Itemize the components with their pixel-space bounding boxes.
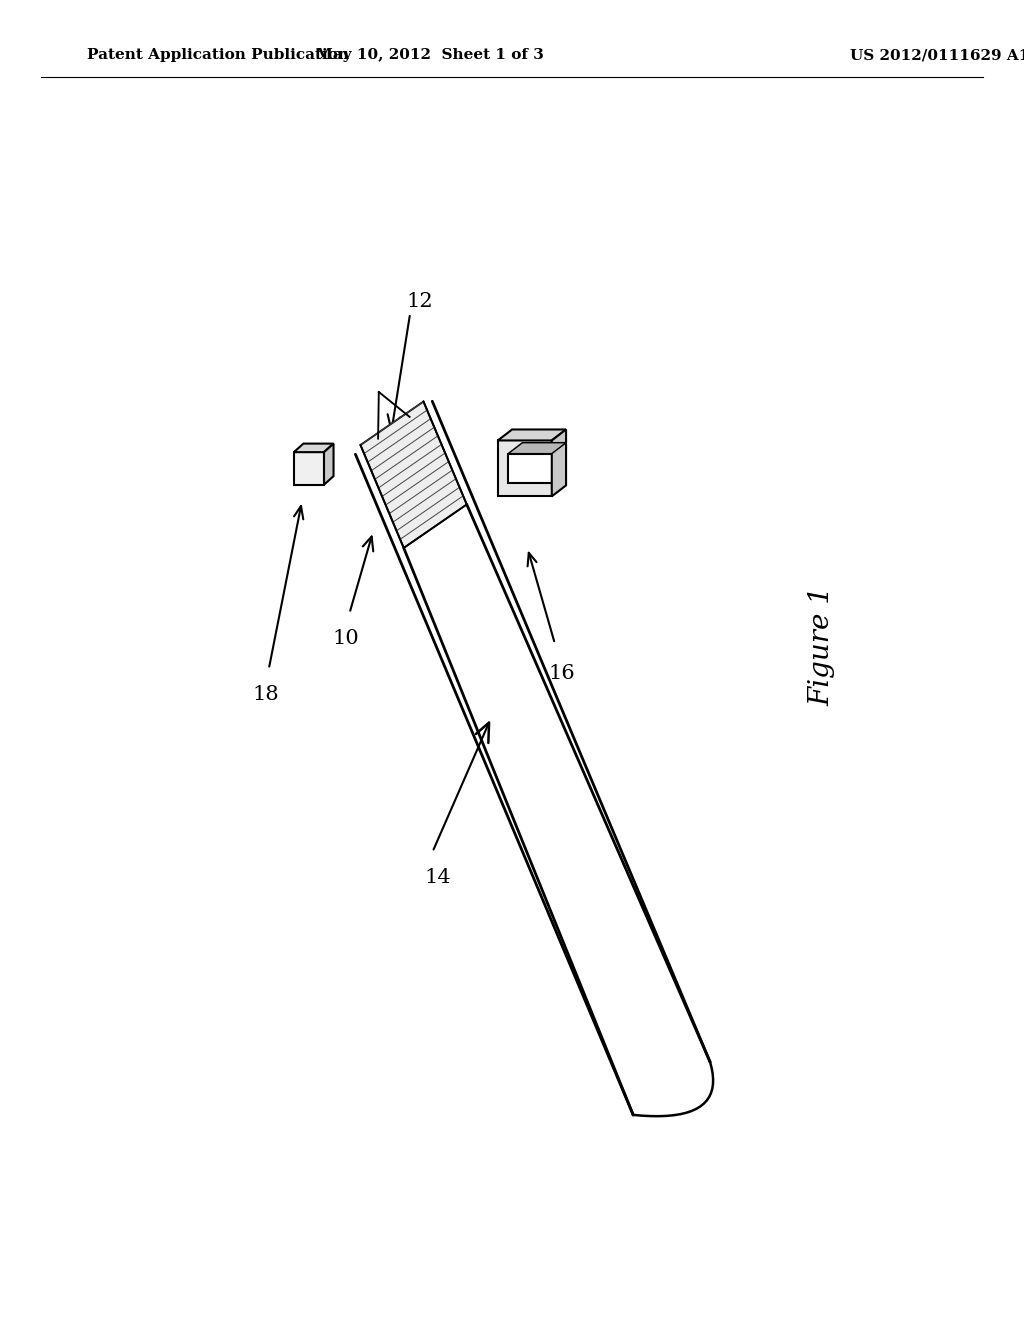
Polygon shape [355, 401, 710, 1115]
Polygon shape [360, 401, 467, 548]
Text: 14: 14 [424, 867, 451, 887]
Text: 12: 12 [406, 292, 432, 312]
Text: 16: 16 [549, 664, 575, 682]
Polygon shape [508, 442, 566, 454]
Polygon shape [294, 444, 334, 453]
Polygon shape [498, 429, 566, 441]
Text: Figure 1: Figure 1 [809, 586, 836, 706]
Text: 18: 18 [252, 685, 279, 704]
Text: 10: 10 [333, 630, 359, 648]
Polygon shape [324, 444, 334, 484]
Text: Patent Application Publication: Patent Application Publication [87, 49, 349, 62]
Text: May 10, 2012  Sheet 1 of 3: May 10, 2012 Sheet 1 of 3 [316, 49, 544, 62]
Text: US 2012/0111629 A1: US 2012/0111629 A1 [850, 49, 1024, 62]
Polygon shape [552, 429, 566, 496]
Polygon shape [294, 453, 324, 484]
Polygon shape [498, 441, 552, 496]
